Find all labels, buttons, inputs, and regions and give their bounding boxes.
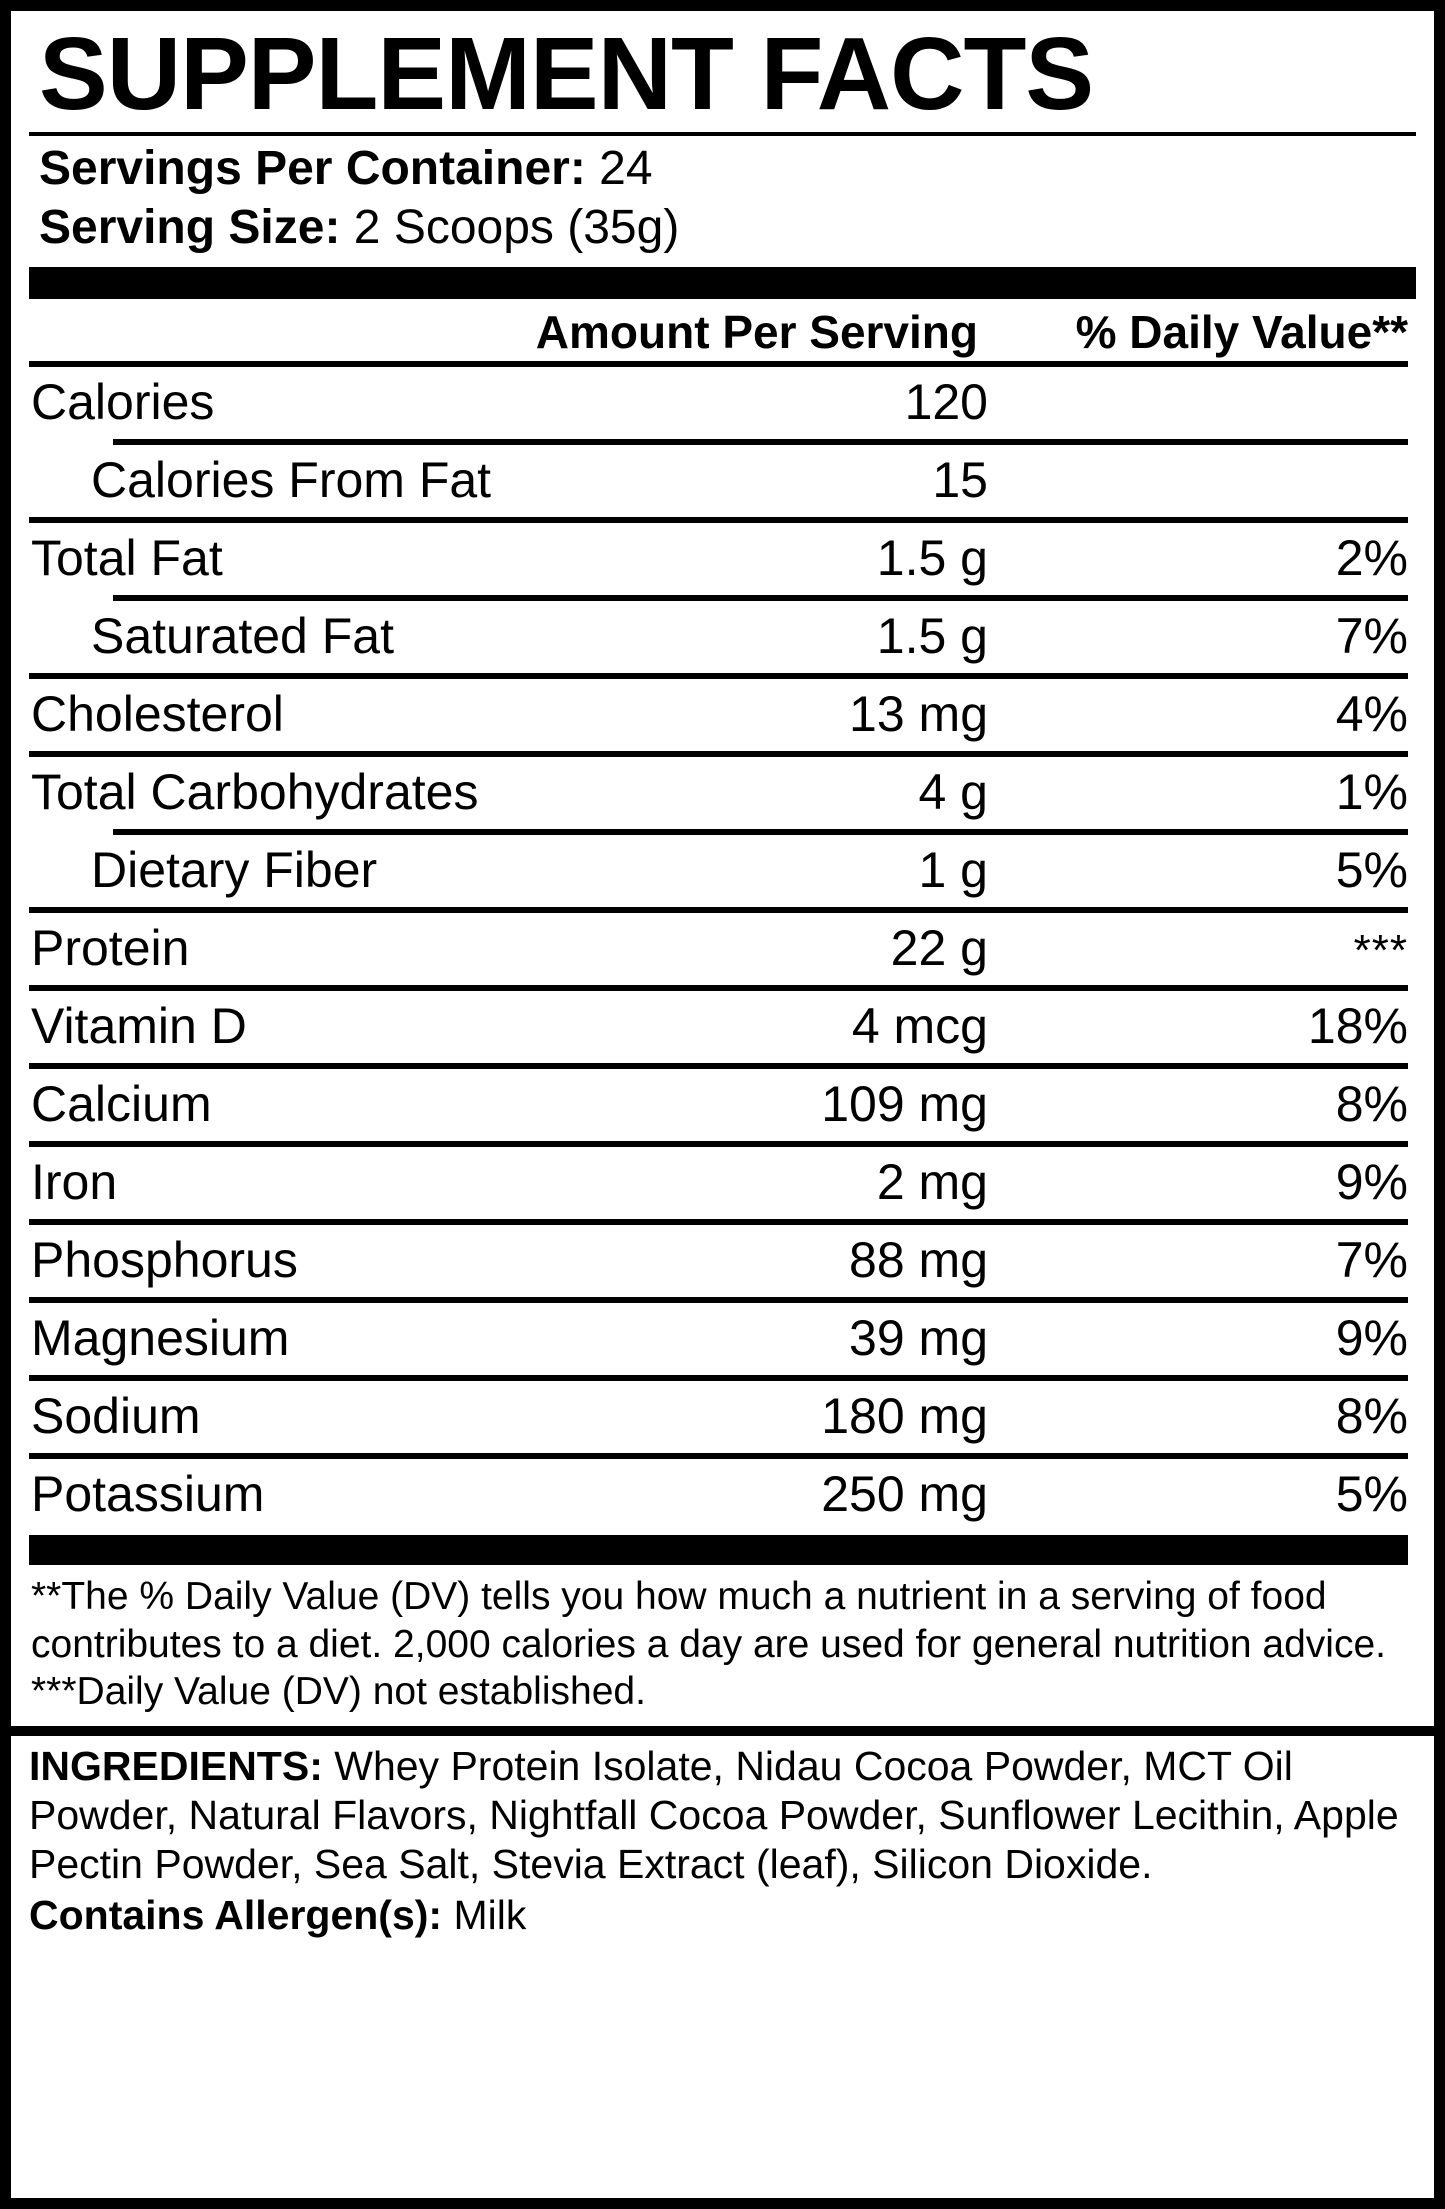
nutrient-amount: 4 g — [918, 764, 988, 821]
nutrient-amount: 120 — [904, 374, 988, 431]
nutrient-amount: 250 mg — [821, 1466, 988, 1523]
nutrient-amount: 1.5 g — [876, 530, 988, 587]
row-divider — [29, 517, 1408, 524]
column-header-daily-value: % Daily Value** — [1075, 306, 1408, 359]
nutrient-amount: 22 g — [890, 920, 988, 977]
nutrient-daily-value: 4% — [1335, 686, 1408, 743]
nutrient-amount: 2 mg — [876, 1154, 988, 1211]
nutrient-name: Magnesium — [31, 1310, 290, 1367]
nutrient-name: Protein — [31, 920, 190, 977]
page-title: SUPPLEMENT FACTS — [39, 16, 1094, 131]
table-row: Iron 2 mg 9% — [29, 1147, 1416, 1219]
nutrient-amount: 15 — [932, 452, 988, 509]
row-divider — [29, 1453, 1408, 1460]
column-header-row: Amount Per Serving % Daily Value** — [29, 299, 1416, 361]
row-divider — [29, 1141, 1408, 1148]
table-row: Calories 120 — [29, 367, 1416, 439]
nutrient-daily-value: 5% — [1335, 842, 1408, 899]
allergens-heading: Contains Allergen(s): — [29, 1892, 443, 1939]
nutrient-name: Saturated Fat — [91, 608, 394, 665]
nutrient-daily-value: 7% — [1335, 608, 1408, 665]
nutrient-table: Calories 120 Calories From Fat 15 Total Fat 1… — [29, 361, 1416, 1531]
nutrient-name: Potassium — [31, 1466, 265, 1523]
table-row: Phosphorus 88 mg 7% — [29, 1225, 1416, 1297]
table-row: Protein 22 g *** — [29, 913, 1416, 985]
footer-heavy-bar — [29, 1535, 1408, 1566]
nutrient-daily-value: 1% — [1335, 764, 1408, 821]
servings-per-container-line: Servings Per Container: 24 — [39, 140, 1416, 199]
nutrient-amount: 180 mg — [821, 1388, 988, 1445]
nutrient-name: Total Carbohydrates — [31, 764, 479, 821]
nutrient-daily-value: 18% — [1307, 998, 1408, 1055]
table-row: Calcium 109 mg 8% — [29, 1069, 1416, 1141]
ingredients-divider — [11, 1725, 1434, 1736]
header-heavy-bar — [29, 267, 1416, 300]
table-row: Total Carbohydrates 4 g 1% — [29, 757, 1416, 829]
row-divider — [29, 985, 1408, 992]
row-divider — [113, 595, 1408, 602]
row-divider — [29, 1297, 1408, 1304]
table-row: Magnesium 39 mg 9% — [29, 1303, 1416, 1375]
title-rule — [29, 132, 1416, 137]
row-divider — [113, 829, 1408, 836]
nutrient-daily-value: 7% — [1335, 1232, 1408, 1289]
table-row: Potassium 250 mg 5% — [29, 1459, 1416, 1531]
table-row: Dietary Fiber 1 g 5% — [29, 835, 1416, 907]
table-row: Sodium 180 mg 8% — [29, 1381, 1416, 1453]
serving-size-label: Serving Size: — [39, 200, 341, 254]
nutrient-daily-value: 2% — [1335, 530, 1408, 587]
nutrient-daily-value: 9% — [1335, 1310, 1408, 1367]
servings-block: Servings Per Container: 24 Serving Size:… — [29, 136, 1416, 259]
row-divider — [29, 1063, 1408, 1070]
row-divider — [29, 1375, 1408, 1382]
nutrient-amount: 88 mg — [849, 1232, 988, 1289]
allergens-text: Milk — [442, 1892, 527, 1939]
nutrient-name: Dietary Fiber — [91, 842, 378, 899]
row-divider — [29, 1219, 1408, 1226]
daily-value-footnote: **The % Daily Value (DV) tells you how m… — [31, 1575, 1386, 1666]
nutrient-name: Iron — [31, 1154, 118, 1211]
nutrient-amount: 1.5 g — [876, 608, 988, 665]
table-row: Calories From Fat 15 — [29, 445, 1416, 517]
nutrient-name: Cholesterol — [31, 686, 284, 743]
nutrient-amount: 4 mcg — [851, 998, 988, 1055]
nutrient-name: Phosphorus — [31, 1232, 298, 1289]
ingredients-text: Whey Protein Isolate, Nidau Cocoa Powder… — [29, 1742, 1399, 1888]
nutrient-daily-value: *** — [1353, 926, 1408, 976]
nutrient-amount: 1 g — [918, 842, 988, 899]
nutrient-amount: 13 mg — [849, 686, 988, 743]
allergens-block: Contains Allergen(s): Milk — [29, 1889, 1416, 1940]
servings-per-container-value: 24 — [599, 142, 653, 196]
nutrient-daily-value: 9% — [1335, 1154, 1408, 1211]
row-divider — [29, 361, 1408, 368]
nutrient-name: Total Fat — [31, 530, 223, 587]
table-row: Cholesterol 13 mg 4% — [29, 679, 1416, 751]
serving-size-value: 2 Scoops (35g) — [353, 200, 680, 254]
serving-size-line: Serving Size: 2 Scoops (35g) — [39, 199, 1416, 258]
nutrient-daily-value: 8% — [1335, 1388, 1408, 1445]
servings-per-container-label: Servings Per Container: — [39, 142, 586, 196]
row-divider — [113, 439, 1408, 446]
nutrient-name: Calories From Fat — [91, 452, 492, 509]
row-divider — [29, 673, 1408, 680]
nutrient-amount: 109 mg — [821, 1076, 988, 1133]
nutrient-amount: 39 mg — [849, 1310, 988, 1367]
row-divider — [29, 751, 1408, 758]
nutrient-name: Sodium — [31, 1388, 201, 1445]
table-row: Total Fat 1.5 g 2% — [29, 523, 1416, 595]
ingredients-heading: INGREDIENTS: — [29, 1742, 323, 1789]
row-divider — [29, 907, 1408, 914]
table-row: Vitamin D 4 mcg 18% — [29, 991, 1416, 1063]
nutrient-daily-value: 5% — [1335, 1466, 1408, 1523]
nutrient-name: Calcium — [31, 1076, 212, 1133]
nutrient-daily-value: 8% — [1335, 1076, 1408, 1133]
column-header-amount: Amount Per Serving — [535, 306, 978, 359]
footnotes-block: **The % Daily Value (DV) tells you how m… — [29, 1565, 1416, 1720]
ingredients-block: INGREDIENTS: Whey Protein Isolate, Nidau… — [29, 1736, 1416, 1890]
nutrient-name: Vitamin D — [31, 998, 247, 1055]
table-row: Saturated Fat 1.5 g 7% — [29, 601, 1416, 673]
not-established-footnote: ***Daily Value (DV) not established. — [31, 1670, 646, 1714]
nutrient-name: Calories — [31, 374, 215, 431]
